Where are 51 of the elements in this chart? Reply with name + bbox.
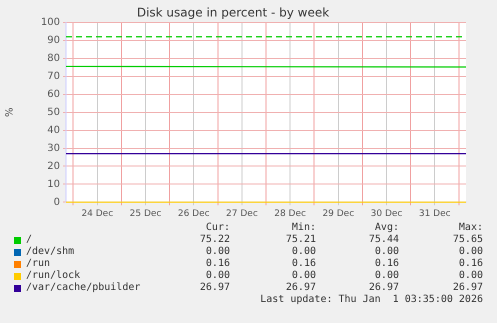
text: 0.00	[292, 246, 316, 258]
text: 0.00	[458, 270, 483, 282]
text: Cur:	[206, 222, 230, 234]
y-tick-label: 70	[47, 70, 60, 82]
text: 26.97	[286, 282, 316, 294]
legend-label: /	[26, 234, 32, 246]
text: 26.97	[200, 282, 230, 294]
text: 75.44	[368, 234, 399, 246]
text: 75.65	[452, 234, 483, 246]
text: Min:	[292, 222, 316, 234]
legend-label: /var/cache/pbuilder	[26, 282, 140, 294]
text: 0.00	[206, 270, 230, 282]
x-tick-label: 30 Dec	[370, 208, 402, 219]
legend-label: /run/lock	[26, 270, 80, 282]
y-tick-label: 30	[47, 142, 60, 154]
y-tick-label: 20	[47, 160, 60, 172]
text: 75.21	[286, 234, 316, 246]
text: 0.00	[206, 246, 230, 258]
chart-title: Disk usage in percent - by week	[136, 5, 330, 20]
y-tick-label: 0	[54, 196, 60, 208]
y-tick-label: 60	[47, 88, 60, 100]
x-tick-label: 29 Dec	[322, 208, 354, 219]
text: 75.22	[200, 234, 230, 246]
x-tick-label: 24 Dec	[81, 208, 114, 219]
text: 0.00	[374, 270, 399, 282]
x-tick-label: 25 Dec	[130, 208, 162, 219]
legend-label: /run	[26, 258, 50, 270]
x-tick-label: 27 Dec	[226, 208, 258, 219]
y-tick-label: 100	[40, 16, 60, 28]
y-tick-label: 80	[47, 52, 60, 64]
text: 0.00	[458, 246, 483, 258]
x-tick-label: 28 Dec	[274, 208, 306, 219]
y-tick-label: 40	[47, 124, 60, 136]
x-tick-label: 26 Dec	[178, 208, 210, 219]
text: 0.16	[292, 258, 316, 270]
text: Max:	[458, 222, 483, 234]
text: Last update: Thu Jan 1 03:35:00 2026	[260, 294, 483, 306]
text: 26.97	[368, 282, 399, 294]
y-axis-title: %	[4, 108, 16, 118]
text: 0.00	[374, 246, 399, 258]
y-tick-label: 50	[47, 106, 60, 118]
x-tick-label: 31 Dec	[418, 208, 451, 219]
text: 0.16	[458, 258, 483, 270]
text: 0.16	[206, 258, 230, 270]
y-tick-label: 90	[47, 34, 60, 46]
text: 26.97	[452, 282, 483, 294]
text: 0.16	[374, 258, 399, 270]
text: Avg:	[374, 222, 399, 234]
legend-label: /dev/shm	[26, 246, 74, 258]
y-tick-label: 10	[47, 178, 60, 190]
text: 0.00	[292, 270, 316, 282]
